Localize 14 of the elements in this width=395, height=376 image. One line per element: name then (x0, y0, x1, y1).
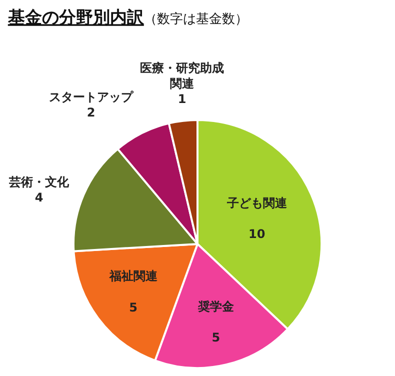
data-label: 4 (34, 190, 44, 205)
chart-subtitle: （数字は基金数） (144, 11, 248, 28)
data-label: 2 (86, 106, 96, 120)
data-label: 5 (212, 330, 220, 344)
slice-label: 子ども関連 (226, 196, 288, 210)
chart-title: 基金の分野別内訳 (6, 8, 145, 28)
data-label: 1 (178, 92, 186, 106)
data-label: 5 (129, 300, 138, 314)
slice-label: 芸術・文化 (8, 175, 70, 189)
slice-label: 医療・研究助成関連 (140, 61, 224, 91)
slice-label: スタートアップ (49, 90, 134, 104)
slice-label: 奨学金 (196, 299, 235, 314)
data-label: 10 (248, 226, 266, 241)
slice-label: 福祉関連 (108, 269, 158, 284)
